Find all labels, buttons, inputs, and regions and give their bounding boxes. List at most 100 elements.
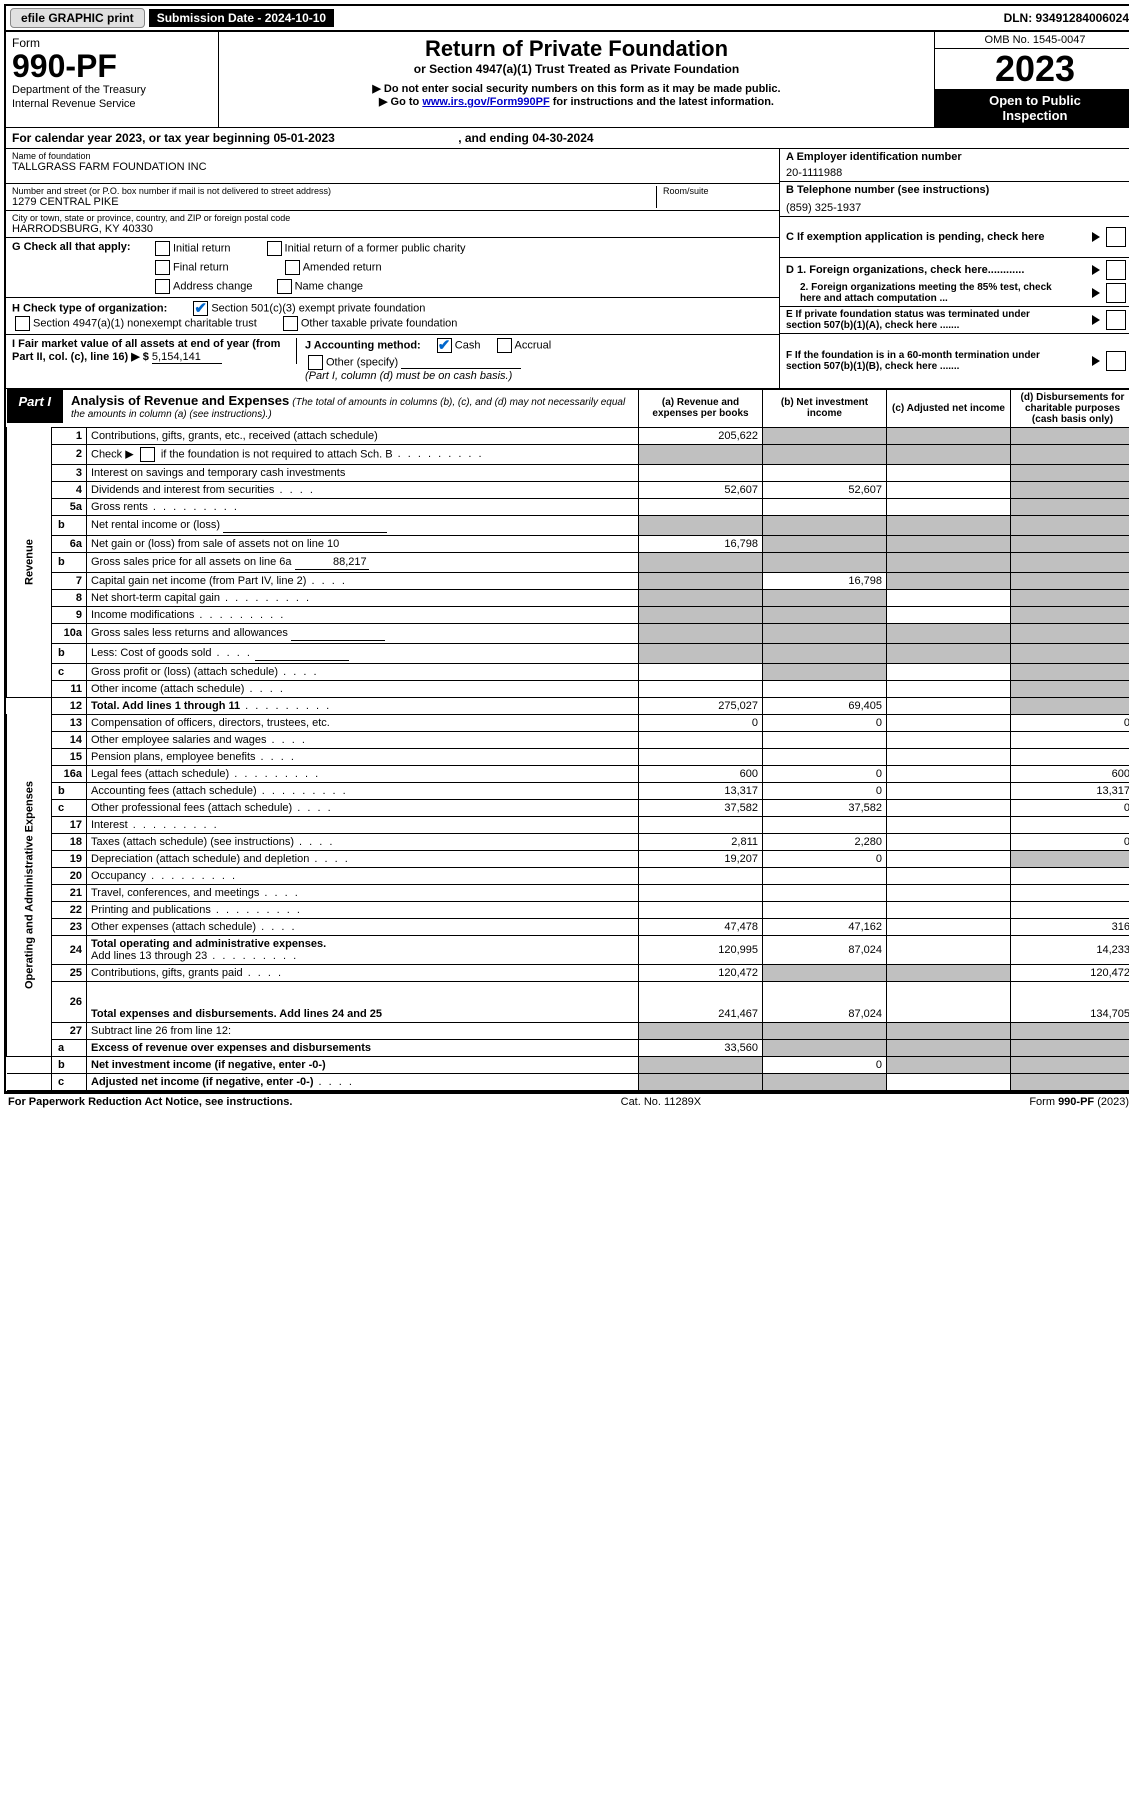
chk-c[interactable] bbox=[1106, 227, 1126, 247]
chk-other-method[interactable] bbox=[308, 355, 323, 370]
cell-b: 0 bbox=[763, 850, 887, 867]
cell-b bbox=[763, 731, 887, 748]
cell-a: 52,607 bbox=[639, 481, 763, 498]
cell-d: 13,317 bbox=[1011, 782, 1129, 799]
table-row: 14 Other employee salaries and wages bbox=[7, 731, 1129, 748]
efile-print-button[interactable]: efile GRAPHIC print bbox=[10, 8, 145, 28]
chk-cash[interactable] bbox=[437, 338, 452, 353]
r2-pre: Check ▶ bbox=[91, 448, 137, 460]
city-label: City or town, state or province, country… bbox=[12, 213, 773, 223]
table-row: 8 Net short-term capital gain bbox=[7, 589, 1129, 606]
cell-a bbox=[639, 444, 763, 464]
chk-f[interactable] bbox=[1106, 351, 1126, 371]
chk-accrual[interactable] bbox=[497, 338, 512, 353]
chk-501c3[interactable] bbox=[193, 301, 208, 316]
cell-d bbox=[1011, 731, 1129, 748]
tel-value: (859) 325-1937 bbox=[786, 202, 1129, 214]
chk-final-return[interactable] bbox=[155, 260, 170, 275]
cell-b bbox=[763, 535, 887, 552]
row-num: 20 bbox=[52, 867, 87, 884]
r2-post: if the foundation is not required to att… bbox=[158, 448, 393, 460]
table-row: 10a Gross sales less returns and allowan… bbox=[7, 623, 1129, 643]
r15-lbl: Pension plans, employee benefits bbox=[91, 751, 256, 763]
tel-label: B Telephone number (see instructions) bbox=[786, 184, 1129, 196]
cell-d: 0 bbox=[1011, 714, 1129, 731]
chk-name-change[interactable] bbox=[277, 279, 292, 294]
cell-c bbox=[887, 981, 1011, 1022]
chk-4947[interactable] bbox=[15, 316, 30, 331]
cell-b bbox=[763, 464, 887, 481]
row-label: Accounting fees (attach schedule) bbox=[87, 782, 639, 799]
cell-b: 2,280 bbox=[763, 833, 887, 850]
address-row: Number and street (or P.O. box number if… bbox=[6, 184, 779, 211]
cell-d bbox=[1011, 1039, 1129, 1056]
calyear-mid: , and ending bbox=[458, 131, 532, 145]
e-label: E If private foundation status was termi… bbox=[786, 309, 1066, 331]
row-num: c bbox=[52, 1073, 87, 1090]
row-label: Check ▶ if the foundation is not require… bbox=[87, 444, 639, 464]
row-label: Other professional fees (attach schedule… bbox=[87, 799, 639, 816]
input-10a[interactable] bbox=[291, 626, 385, 641]
table-row: 3 Interest on savings and temporary cash… bbox=[7, 464, 1129, 481]
chk-sch-b[interactable] bbox=[140, 447, 155, 462]
r5a-lbl: Gross rents bbox=[91, 501, 148, 513]
row-label: Contributions, gifts, grants, etc., rece… bbox=[87, 427, 639, 444]
cell-c bbox=[887, 765, 1011, 782]
chk-address-change[interactable] bbox=[155, 279, 170, 294]
table-row: 12 Total. Add lines 1 through 11 275,027… bbox=[7, 697, 1129, 714]
table-row: 22 Printing and publications bbox=[7, 901, 1129, 918]
table-row: b Net rental income or (loss) bbox=[7, 515, 1129, 535]
chk-d2[interactable] bbox=[1106, 283, 1126, 303]
row-label: Gross sales price for all assets on line… bbox=[87, 552, 639, 572]
row-num: 9 bbox=[52, 606, 87, 623]
r18-lbl: Taxes (attach schedule) (see instruction… bbox=[91, 836, 294, 848]
chk-other-taxable[interactable] bbox=[283, 316, 298, 331]
dept-treasury: Department of the Treasury bbox=[12, 84, 212, 96]
city-row: City or town, state or province, country… bbox=[6, 211, 779, 238]
row-label: Total expenses and disbursements. Add li… bbox=[87, 981, 639, 1022]
input-10b[interactable] bbox=[255, 646, 349, 661]
f-row: F If the foundation is in a 60-month ter… bbox=[780, 334, 1129, 388]
chk-amended-return[interactable] bbox=[285, 260, 300, 275]
cell-d bbox=[1011, 498, 1129, 515]
input-5b[interactable] bbox=[223, 518, 387, 533]
table-row: 16a Legal fees (attach schedule) 6000600 bbox=[7, 765, 1129, 782]
footer-mid: Cat. No. 11289X bbox=[621, 1096, 702, 1108]
cell-b bbox=[763, 643, 887, 663]
cell-c bbox=[887, 444, 1011, 464]
cell-b bbox=[763, 1039, 887, 1056]
col-b-header: (b) Net investment income bbox=[763, 389, 887, 427]
row-num: b bbox=[52, 643, 87, 663]
row-label: Printing and publications bbox=[87, 901, 639, 918]
table-row: 27 Subtract line 26 from line 12: bbox=[7, 1022, 1129, 1039]
chk-initial-return[interactable] bbox=[155, 241, 170, 256]
row-label: Pension plans, employee benefits bbox=[87, 748, 639, 765]
cell-d: 134,705 bbox=[1011, 981, 1129, 1022]
cell-d bbox=[1011, 1056, 1129, 1073]
cell-d bbox=[1011, 606, 1129, 623]
r23-lbl: Other expenses (attach schedule) bbox=[91, 921, 256, 933]
chk-e[interactable] bbox=[1106, 310, 1126, 330]
chk-d1[interactable] bbox=[1106, 260, 1126, 280]
cell-d bbox=[1011, 572, 1129, 589]
r22-lbl: Printing and publications bbox=[91, 904, 211, 916]
r25-lbl: Contributions, gifts, grants paid bbox=[91, 967, 243, 979]
footer-right: Form 990-PF (2023) bbox=[1029, 1096, 1129, 1108]
table-row: b Accounting fees (attach schedule) 13,3… bbox=[7, 782, 1129, 799]
row-label: Subtract line 26 from line 12: bbox=[87, 1022, 639, 1039]
table-row: b Net investment income (if negative, en… bbox=[7, 1056, 1129, 1073]
part1-label: Part I bbox=[7, 390, 64, 423]
city-value: HARRODSBURG, KY 40330 bbox=[12, 223, 773, 235]
table-row: 9 Income modifications bbox=[7, 606, 1129, 623]
irs-form-link[interactable]: www.irs.gov/Form990PF bbox=[422, 96, 549, 108]
input-6b[interactable] bbox=[295, 555, 369, 570]
row-num: 2 bbox=[52, 444, 87, 464]
table-row: c Other professional fees (attach schedu… bbox=[7, 799, 1129, 816]
arrow-icon bbox=[1092, 288, 1100, 298]
cell-a bbox=[639, 498, 763, 515]
cell-a bbox=[639, 552, 763, 572]
dln-label: DLN: 93491284006024 bbox=[1004, 11, 1129, 25]
row-label: Other employee salaries and wages bbox=[87, 731, 639, 748]
cell-a: 16,798 bbox=[639, 535, 763, 552]
chk-initial-former[interactable] bbox=[267, 241, 282, 256]
